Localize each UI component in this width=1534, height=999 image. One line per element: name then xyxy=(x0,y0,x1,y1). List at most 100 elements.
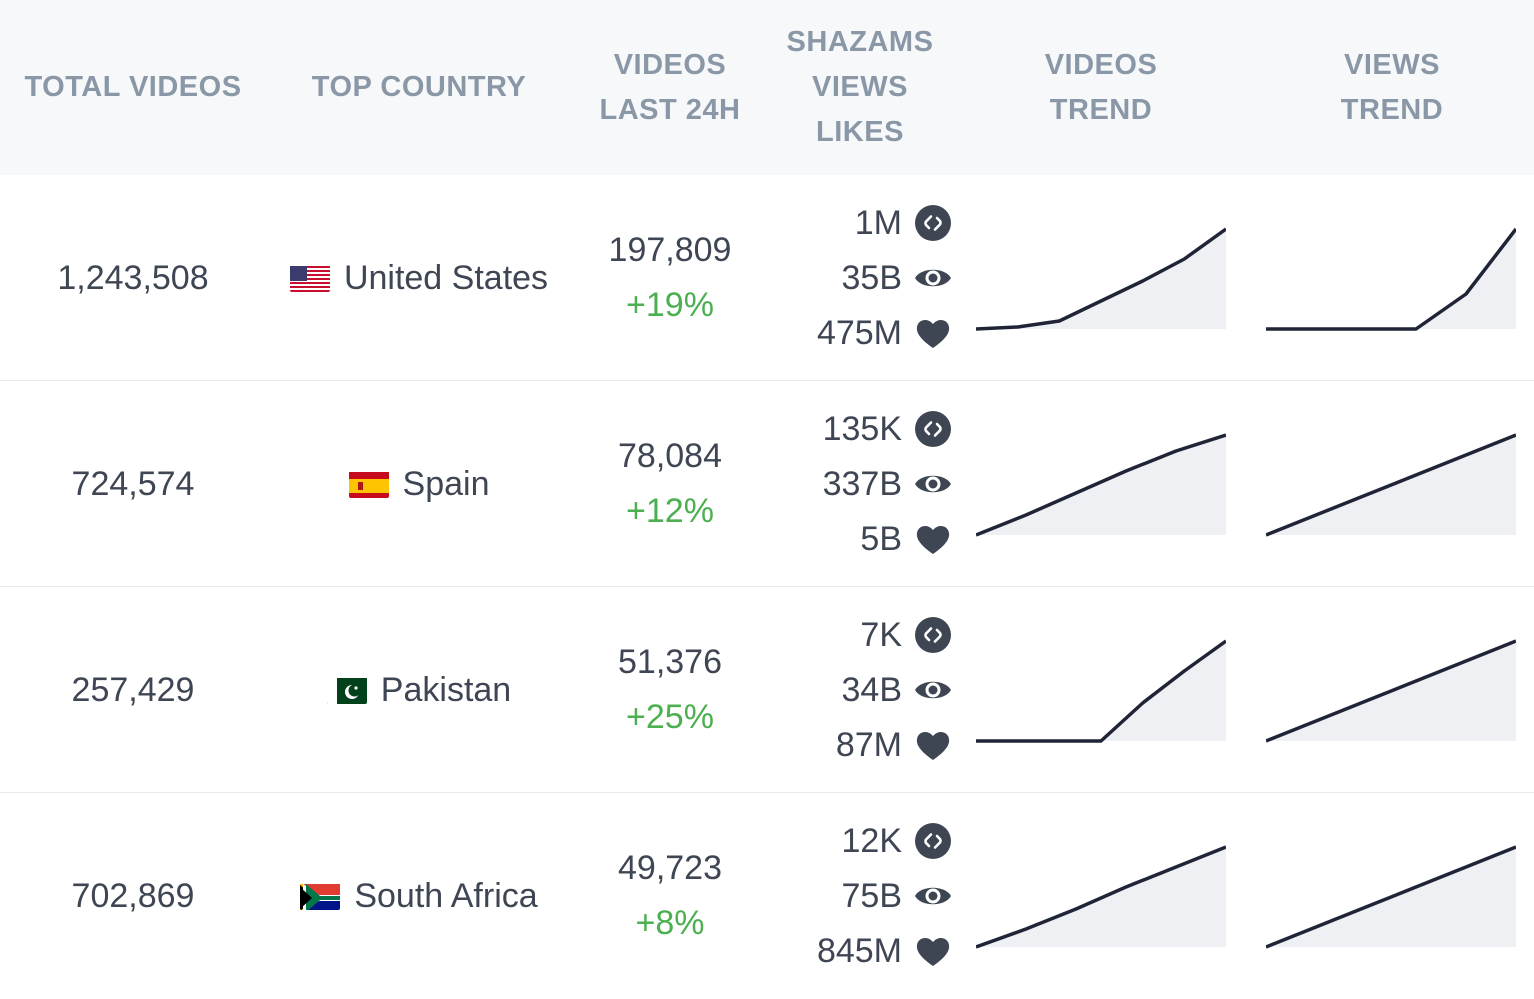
views-stat: 337B xyxy=(823,457,952,512)
videos-trend-sparkline xyxy=(976,845,1226,949)
shazams-stat: 12K xyxy=(842,814,953,869)
views-value: 75B xyxy=(841,876,903,915)
trend-area xyxy=(976,229,1226,329)
shazams-value: 12K xyxy=(841,821,903,860)
header-top-country[interactable]: TOP COUNTRY xyxy=(266,0,572,175)
videos-last-24h-cell: 197,809 +19% xyxy=(572,175,768,381)
heart-icon xyxy=(914,726,952,764)
views-trend-cell xyxy=(1266,175,1516,381)
country-cell[interactable]: Pakistan xyxy=(266,587,572,793)
table-row[interactable]: 724,574 Spain 78,084 +12% 135K 337B 5B xyxy=(0,381,1534,587)
header-videos-trend[interactable]: VIDEOS TREND xyxy=(976,0,1226,175)
views-trend-sparkline xyxy=(1266,227,1516,331)
shazams-value: 135K xyxy=(822,409,902,448)
table-row[interactable]: 1,243,508 United States 197,809 +19% 1M … xyxy=(0,175,1534,381)
total-videos-cell: 724,574 xyxy=(0,381,266,587)
trend-line xyxy=(1266,639,1516,743)
es-flag xyxy=(348,470,389,498)
us-flag xyxy=(289,264,330,292)
views-value: 337B xyxy=(822,464,902,503)
videos-trend-cell xyxy=(976,175,1226,381)
table-body: 1,243,508 United States 197,809 +19% 1M … xyxy=(0,175,1534,999)
za-flag xyxy=(300,882,341,910)
videos-last-24h-cell: 49,723 +8% xyxy=(572,793,768,999)
views-stat: 75B xyxy=(842,869,953,924)
header-videos-last-24h[interactable]: VIDEOS LAST 24H xyxy=(572,0,768,175)
table-row[interactable]: 257,429 Pakistan 51,376 +25% 7K 34B 87M xyxy=(0,587,1534,793)
likes-stat: 475M xyxy=(817,306,952,361)
trend-line xyxy=(1266,845,1516,949)
likes-value: 5B xyxy=(860,519,902,558)
header-line: VIDEOS xyxy=(1044,48,1158,81)
trend-line xyxy=(976,639,1226,743)
trend-line xyxy=(1266,227,1516,331)
videos-24h-value: 49,723 xyxy=(618,849,722,887)
shazam-icon xyxy=(914,616,952,654)
metrics-cell: 7K 34B 87M xyxy=(768,587,952,793)
videos-trend-sparkline xyxy=(976,433,1226,537)
likes-stat: 87M xyxy=(836,718,952,773)
likes-value: 845M xyxy=(816,931,902,970)
shazams-stat: 1M xyxy=(855,196,952,251)
views-trend-cell xyxy=(1266,793,1516,999)
videos-24h-value: 197,809 xyxy=(608,231,732,269)
header-total-videos[interactable]: TOTAL VIDEOS xyxy=(0,0,266,175)
header-views-trend[interactable]: VIEWS TREND xyxy=(1266,0,1518,175)
shazams-value: 7K xyxy=(860,615,902,654)
metrics-cell: 12K 75B 845M xyxy=(768,793,952,999)
total-videos-value: 257,429 xyxy=(71,670,195,709)
header-top-country-label: TOP COUNTRY xyxy=(311,71,527,103)
views-trend-sparkline xyxy=(1266,845,1516,949)
header-line: VIDEOS xyxy=(613,48,727,81)
header-metrics[interactable]: SHAZAMS VIEWS LIKES xyxy=(768,0,952,175)
country-cell[interactable]: United States xyxy=(266,175,572,381)
views-trend-sparkline xyxy=(1266,433,1516,537)
shazams-stat: 135K xyxy=(823,402,952,457)
videos-24h-change: +12% xyxy=(626,492,714,530)
shazam-icon xyxy=(914,822,952,860)
heart-icon xyxy=(914,520,952,558)
header-line: TREND xyxy=(1340,93,1444,126)
eye-icon xyxy=(914,671,952,709)
heart-icon xyxy=(914,314,952,352)
header-line: SHAZAMS xyxy=(786,26,934,58)
total-videos-cell: 1,243,508 xyxy=(0,175,266,381)
views-trend-sparkline xyxy=(1266,639,1516,743)
header-line: LAST 24H xyxy=(599,93,741,126)
trend-line xyxy=(1266,433,1516,537)
videos-last-24h-cell: 51,376 +25% xyxy=(572,587,768,793)
header-line: VIEWS xyxy=(1344,48,1440,81)
likes-stat: 5B xyxy=(860,512,952,567)
videos-last-24h-cell: 78,084 +12% xyxy=(572,381,768,587)
metrics-cell: 135K 337B 5B xyxy=(768,381,952,587)
table-header: TOTAL VIDEOS TOP COUNTRY VIDEOS LAST 24H… xyxy=(0,0,1534,175)
country-name: South Africa xyxy=(354,876,538,915)
table-row[interactable]: 702,869 South Africa 49,723 +8% 12K 75B … xyxy=(0,793,1534,999)
country-name: United States xyxy=(343,258,549,297)
videos-trend-cell xyxy=(976,587,1226,793)
header-line: VIEWS xyxy=(812,71,908,103)
views-value: 35B xyxy=(841,258,903,297)
videos-24h-change: +25% xyxy=(626,698,714,736)
videos-trend-sparkline xyxy=(976,639,1226,743)
views-trend-cell xyxy=(1266,587,1516,793)
views-stat: 35B xyxy=(842,251,953,306)
country-cell[interactable]: Spain xyxy=(266,381,572,587)
videos-trend-cell xyxy=(976,381,1226,587)
trend-line xyxy=(976,433,1226,537)
trend-line xyxy=(976,227,1226,331)
trend-area xyxy=(976,641,1226,741)
header-total-videos-label: TOTAL VIDEOS xyxy=(24,71,242,103)
likes-value: 87M xyxy=(835,725,902,764)
total-videos-value: 1,243,508 xyxy=(57,258,209,297)
country-cell[interactable]: South Africa xyxy=(266,793,572,999)
shazam-icon xyxy=(914,410,952,448)
pk-flag xyxy=(326,676,367,704)
views-stat: 34B xyxy=(842,663,953,718)
likes-stat: 845M xyxy=(817,924,952,979)
eye-icon xyxy=(914,259,952,297)
likes-value: 475M xyxy=(816,313,902,352)
total-videos-value: 702,869 xyxy=(71,876,195,915)
shazams-stat: 7K xyxy=(860,608,952,663)
